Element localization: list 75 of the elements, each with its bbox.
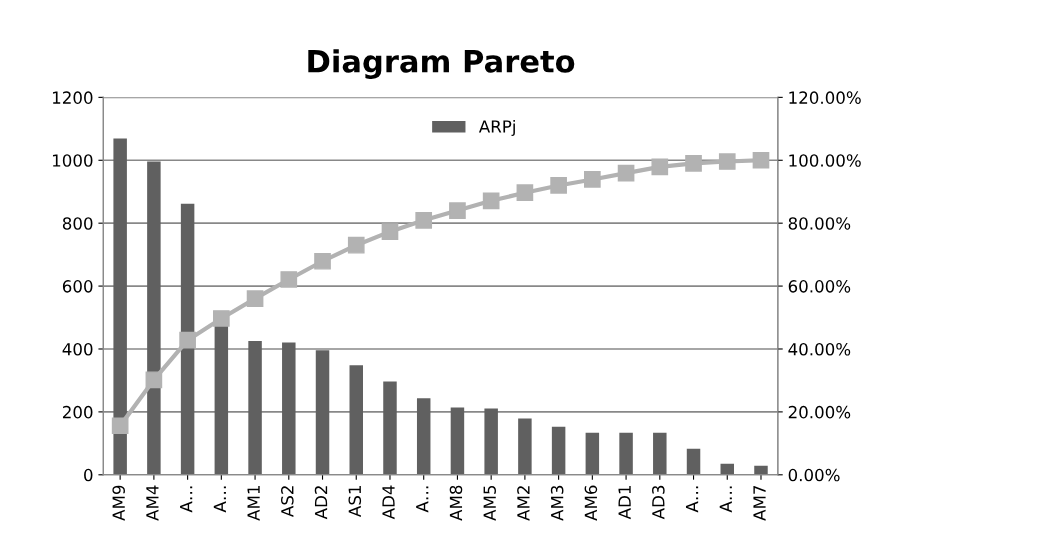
x-tick-label: AS2	[281, 486, 294, 517]
y-tick-label: 800	[62, 217, 93, 230]
x-tick-label: AM8	[449, 485, 463, 521]
x-tick-label: A…	[685, 486, 699, 513]
point	[651, 158, 669, 176]
y-tick-label: 1200	[52, 91, 93, 104]
point	[584, 171, 601, 188]
bar	[349, 365, 363, 475]
bar	[754, 465, 768, 475]
y-tick-label: 400	[62, 342, 93, 356]
x-tick-label: A…	[213, 486, 226, 513]
bar	[383, 381, 397, 475]
point	[314, 252, 331, 270]
x-tick-label: AD1	[618, 486, 631, 520]
bar	[282, 342, 296, 475]
x-tick-label: AM6	[584, 485, 598, 521]
y-tick-label: 200	[62, 405, 93, 419]
bar	[551, 426, 566, 475]
bar	[484, 408, 498, 475]
x-tick-label: AS1	[348, 486, 362, 517]
x-tick-label: AM7	[753, 485, 766, 521]
point	[550, 177, 567, 194]
bar	[653, 432, 667, 475]
y2-tick-label: 60.00%	[788, 280, 851, 293]
legend-label: ARPj	[478, 119, 515, 137]
x-tick-label: AD2	[314, 486, 328, 520]
point	[482, 192, 500, 210]
bar	[248, 341, 262, 475]
bar	[315, 350, 330, 475]
y2-tick-label: 120.00%	[789, 91, 861, 104]
x-tick-label: AD3	[652, 485, 665, 520]
y-tick-label: 600	[62, 280, 93, 293]
y2-tick-label: 80.00%	[788, 217, 851, 230]
x-tick-label: AD4	[382, 485, 395, 520]
bar	[147, 161, 161, 475]
bar	[180, 203, 195, 475]
y-tick-label: 0	[84, 468, 93, 482]
x-tick-label: AM2	[517, 486, 530, 521]
x-tick-label: AM5	[483, 485, 496, 521]
y-tick-label: 1000	[52, 154, 93, 167]
chart-title: Diagram Pareto	[308, 49, 575, 79]
bar	[686, 448, 701, 475]
point	[347, 236, 365, 254]
point	[685, 155, 702, 172]
point	[280, 271, 298, 288]
x-tick-label: AM4	[146, 485, 159, 521]
x-tick-label: A…	[719, 486, 732, 513]
point	[752, 151, 770, 169]
point	[246, 290, 264, 307]
point	[111, 417, 129, 435]
bar	[214, 326, 229, 475]
point	[718, 153, 736, 170]
point	[145, 371, 163, 389]
y2-tick-label: 40.00%	[788, 342, 851, 356]
y2-tick-label: 0.00%	[788, 468, 840, 482]
point	[617, 164, 635, 182]
y2-tick-label: 20.00%	[788, 405, 851, 419]
bar	[585, 432, 600, 475]
bar	[450, 407, 465, 475]
point	[516, 184, 534, 202]
y2-tick-label: 100.00%	[789, 154, 861, 167]
bar	[416, 398, 431, 475]
point	[415, 212, 433, 229]
bar	[113, 138, 127, 475]
bar	[518, 418, 532, 475]
bar	[619, 432, 633, 475]
x-tick-label: AM9	[112, 485, 125, 521]
x-tick-label: AM3	[550, 485, 564, 521]
x-tick-label: A…	[180, 486, 193, 513]
point	[381, 223, 399, 241]
point	[449, 202, 466, 219]
x-tick-label: A…	[416, 486, 429, 513]
x-tick-label: AM1	[247, 486, 260, 521]
point	[179, 331, 196, 349]
point	[213, 310, 230, 327]
